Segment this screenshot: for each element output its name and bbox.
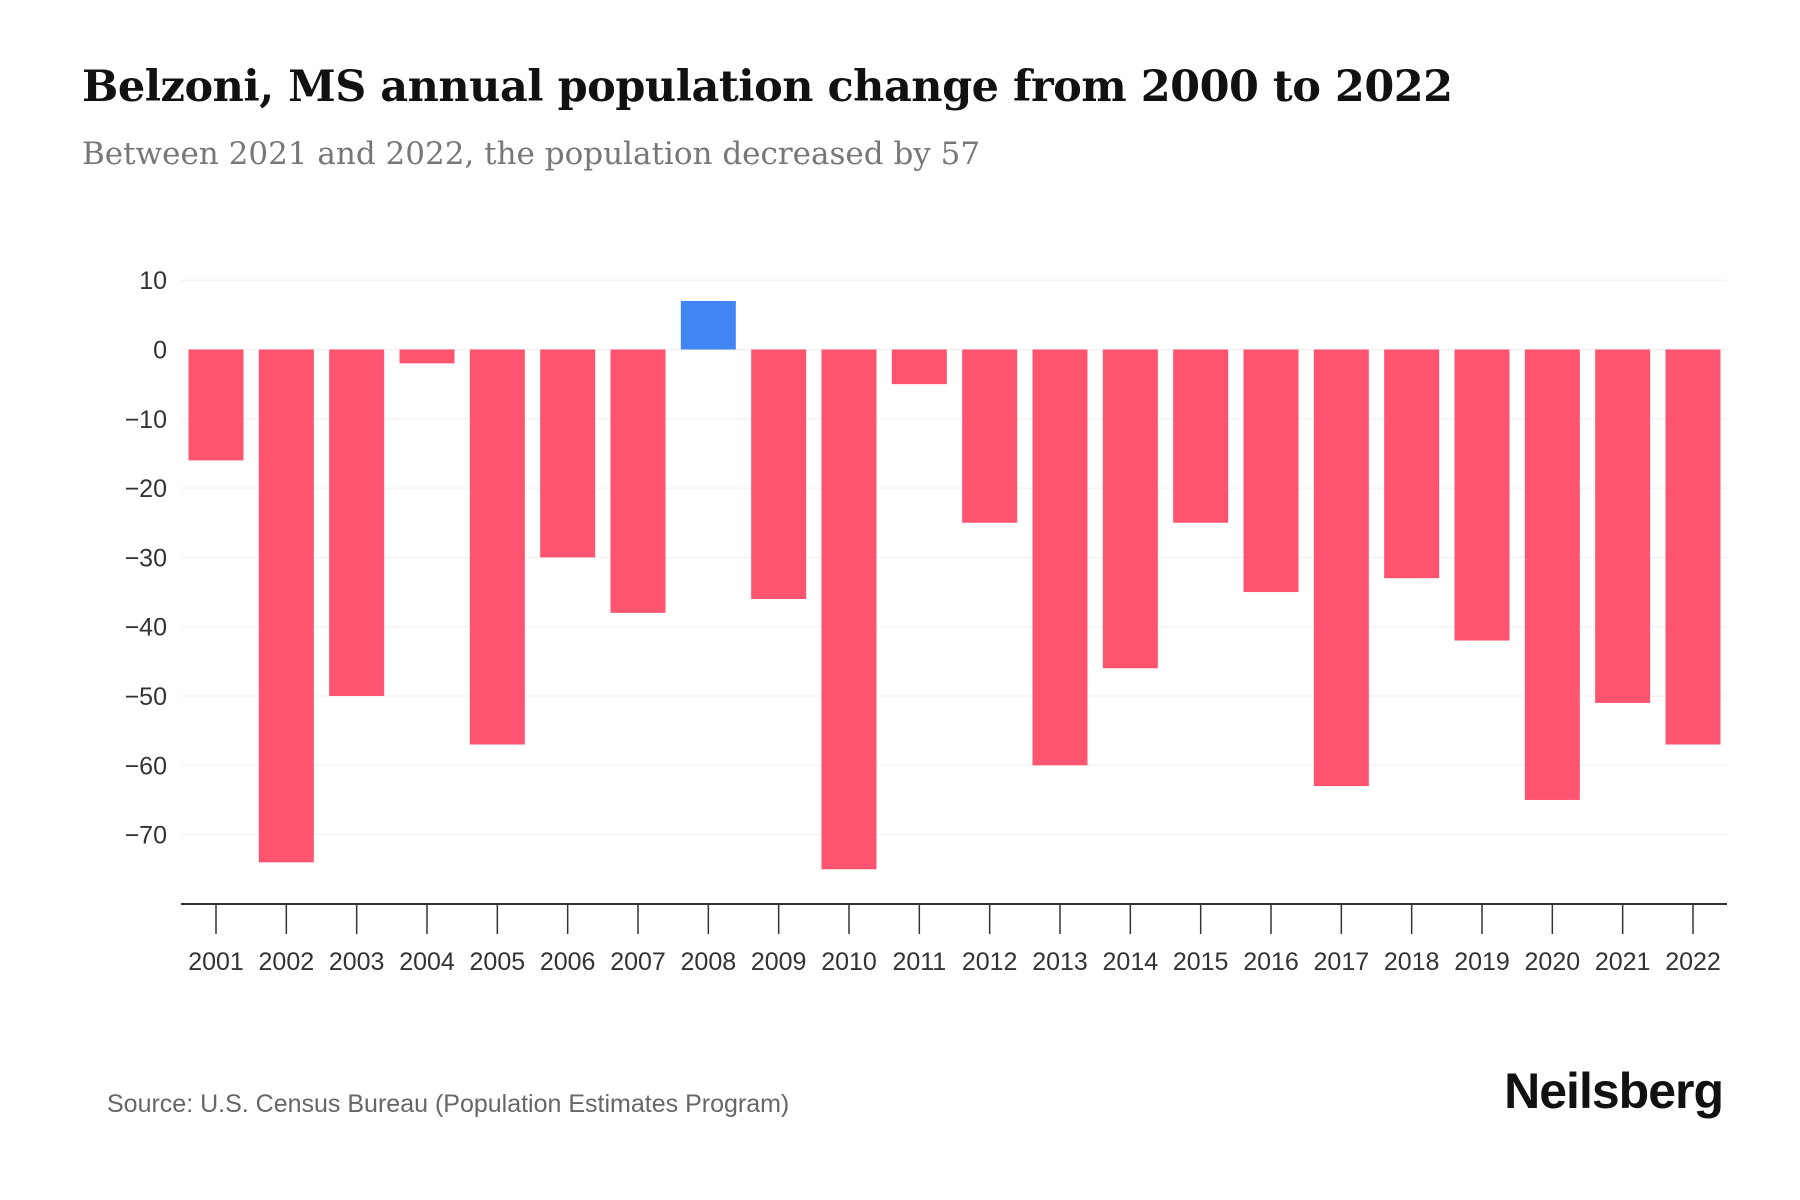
bar-2014 <box>1102 349 1158 669</box>
x-tick-label: 2020 <box>1525 948 1581 976</box>
y-tick-label: −10 <box>125 406 167 434</box>
bar-2021 <box>1595 349 1651 703</box>
bar-2017 <box>1313 349 1369 787</box>
bar-2013 <box>1032 349 1088 766</box>
bar-2022 <box>1665 349 1721 745</box>
x-tick-label: 2002 <box>259 948 315 976</box>
bar-2007 <box>610 349 666 613</box>
bar-2009 <box>751 349 807 599</box>
chart-subtitle: Between 2021 and 2022, the population de… <box>82 136 981 172</box>
x-tick-label: 2004 <box>399 948 455 976</box>
bar-2010 <box>821 349 877 870</box>
bar-2011 <box>891 349 947 385</box>
y-tick-label: −60 <box>125 752 167 780</box>
bar-2008 <box>680 300 736 350</box>
bar-2019 <box>1454 349 1510 641</box>
y-tick-label: −40 <box>125 614 167 642</box>
y-tick-label: −20 <box>125 475 167 503</box>
y-tick-label: −30 <box>125 544 167 572</box>
y-tick-label: 10 <box>139 267 167 295</box>
bar-2020 <box>1524 349 1580 800</box>
neilsberg-logo: Neilsberg <box>1504 1063 1724 1119</box>
bar-2001 <box>188 349 244 461</box>
x-tick-label: 2013 <box>1032 948 1088 976</box>
x-tick-label: 2007 <box>610 948 666 976</box>
bar-2006 <box>540 349 596 558</box>
x-tick-label: 2011 <box>892 948 946 976</box>
bar-2002 <box>258 349 314 863</box>
y-tick-label: −50 <box>125 683 167 711</box>
x-tick-label: 2005 <box>470 948 526 976</box>
source-note: Source: U.S. Census Bureau (Population E… <box>107 1090 790 1118</box>
x-tick-label: 2014 <box>1103 948 1159 976</box>
x-tick-label: 2021 <box>1595 948 1651 976</box>
bar-2004 <box>399 349 455 364</box>
x-tick-label: 2016 <box>1243 948 1299 976</box>
x-tick-label: 2006 <box>540 948 596 976</box>
x-tick-label: 2008 <box>681 948 737 976</box>
x-tick-label: 2022 <box>1665 948 1721 976</box>
bar-2016 <box>1243 349 1299 593</box>
bar-2018 <box>1384 349 1440 579</box>
bar-2005 <box>469 349 525 745</box>
bar-2015 <box>1173 349 1229 523</box>
bar-2003 <box>329 349 385 696</box>
x-tick-label: 2015 <box>1173 948 1229 976</box>
x-tick-label: 2010 <box>821 948 877 976</box>
x-tick-label: 2019 <box>1454 948 1510 976</box>
x-tick-label: 2003 <box>329 948 385 976</box>
y-tick-label: 0 <box>153 337 167 365</box>
bar-2012 <box>962 349 1018 523</box>
x-tick-label: 2012 <box>962 948 1018 976</box>
y-tick-label: −70 <box>125 822 167 850</box>
x-tick-label: 2009 <box>751 948 807 976</box>
x-tick-label: 2001 <box>188 948 244 976</box>
x-tick-label: 2017 <box>1314 948 1370 976</box>
chart-title: Belzoni, MS annual population change fro… <box>82 62 1453 112</box>
x-tick-label: 2018 <box>1384 948 1440 976</box>
